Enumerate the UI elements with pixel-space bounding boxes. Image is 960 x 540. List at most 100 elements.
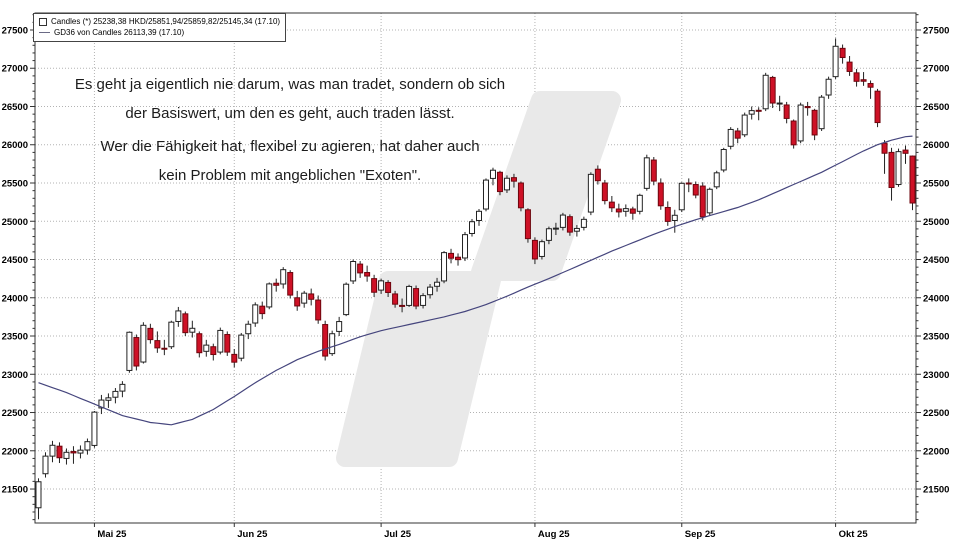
candle-body [266, 283, 273, 308]
candle [266, 282, 273, 310]
y-axis-label-left: 23500 [2, 332, 28, 343]
candle [741, 112, 748, 138]
candle [629, 206, 636, 220]
candle [909, 155, 916, 211]
legend-item-gd36[interactable]: GD36 von Candles 26113,39 (17.10) [39, 27, 280, 38]
candle [867, 80, 874, 99]
candle [406, 284, 413, 307]
candle-body [727, 128, 734, 147]
candle [510, 173, 517, 188]
y-axis-label-right: 22500 [923, 408, 949, 419]
candle [755, 107, 762, 121]
candle-body [392, 293, 399, 305]
candle [559, 212, 566, 231]
candle [622, 204, 629, 217]
candle-body [720, 148, 727, 171]
candle-body [874, 90, 881, 124]
candle-body [133, 337, 140, 367]
candle-body [196, 333, 203, 354]
candle [364, 265, 371, 282]
candle [280, 267, 287, 289]
candles-series [35, 38, 916, 520]
candle-body [510, 177, 517, 182]
candle-body [280, 269, 287, 285]
candle-body [455, 256, 462, 261]
candle-body [189, 327, 196, 333]
candle [853, 69, 860, 87]
candle-body [217, 329, 224, 353]
candle-body [385, 281, 392, 293]
candle [524, 208, 531, 243]
y-axis-label-right: 25000 [923, 217, 949, 228]
candle-body [769, 76, 776, 104]
candle [308, 288, 315, 306]
candle [846, 55, 853, 76]
legend-item-candles[interactable]: Candles (*) 25238,38 HKD/25851,94/25859,… [39, 16, 280, 27]
candle [706, 187, 713, 216]
candle-body [594, 168, 601, 182]
candle-body [336, 321, 343, 332]
gd36-line-swatch-icon [39, 32, 50, 33]
candle-body [671, 214, 678, 221]
y-axis-label-right: 23500 [923, 332, 949, 343]
candle-body [552, 227, 559, 230]
y-axis-label-left: 27500 [2, 25, 28, 36]
candle-body [406, 285, 413, 306]
candle-body [496, 171, 503, 193]
candle-body [664, 206, 671, 222]
candle-body [287, 272, 294, 296]
candle-body [413, 288, 420, 307]
candle-body [909, 155, 916, 204]
candle-body [119, 383, 126, 392]
candle [378, 278, 385, 294]
candle-body [482, 179, 489, 210]
y-axis-label-right: 25500 [923, 179, 949, 190]
candle-body [839, 47, 846, 59]
candle [315, 295, 322, 324]
candle-body [629, 208, 636, 214]
candle-body [881, 142, 888, 154]
y-axis-label-left: 26500 [2, 102, 28, 113]
candle-body [517, 182, 524, 209]
candle-body [434, 281, 441, 287]
candle-body [70, 451, 77, 454]
candle-body [475, 210, 482, 221]
candle-body [699, 185, 706, 218]
candle-body [692, 184, 699, 196]
candle [587, 172, 594, 216]
y-axis-label-right: 26000 [923, 140, 949, 151]
candle [594, 165, 601, 185]
candle-body [35, 481, 42, 509]
candle [678, 182, 685, 213]
candle [413, 285, 420, 310]
candle [580, 216, 587, 231]
candle-body [175, 310, 182, 322]
candle-body [559, 214, 566, 228]
candle [664, 201, 671, 226]
candle [552, 222, 559, 236]
chart-legend[interactable]: Candles (*) 25238,38 HKD/25851,94/25859,… [33, 13, 287, 42]
quote-line-3: Wer die Fähigkeit hat, flexibel zu agier… [100, 138, 480, 155]
y-axis-label-left: 23000 [2, 370, 28, 381]
candle-body [210, 346, 217, 356]
candle [154, 331, 161, 353]
y-axis-label-right: 21500 [923, 485, 949, 496]
plot-frame [34, 12, 917, 524]
candle [503, 175, 510, 193]
candle [112, 388, 119, 404]
x-axis-label: Jun 25 [237, 529, 268, 540]
candle-body [245, 323, 252, 335]
candle [783, 101, 790, 124]
candle [881, 140, 888, 174]
y-axis-label-left: 25500 [2, 179, 28, 190]
candle-body [427, 286, 434, 296]
candle [811, 108, 818, 141]
quote-line-2: der Basiswert, um den es geht, auch trad… [125, 105, 455, 122]
candle-body [378, 280, 385, 291]
candle [643, 154, 650, 191]
candle-body [678, 182, 685, 211]
candle [573, 225, 580, 237]
candle-body [811, 109, 818, 136]
candle-body [77, 449, 84, 454]
